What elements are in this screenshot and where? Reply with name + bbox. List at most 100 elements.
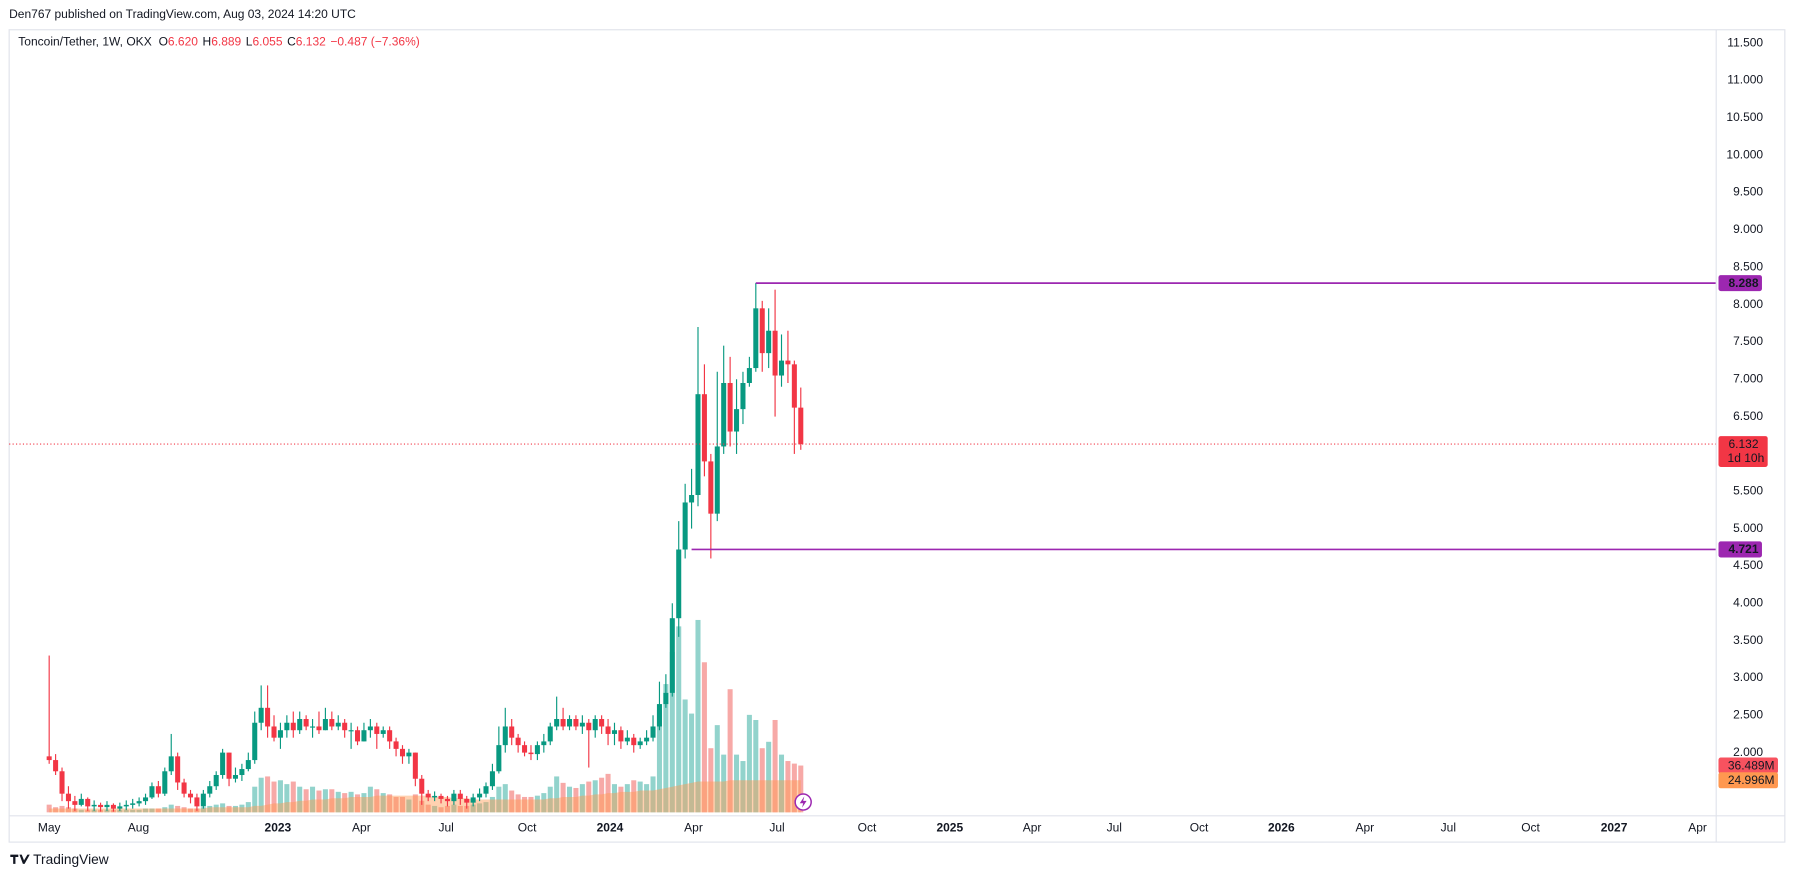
level-tag-label: 4.721 <box>1729 542 1759 556</box>
candle-body <box>110 804 116 809</box>
volume-bar <box>567 786 573 813</box>
volume-bar <box>130 809 136 813</box>
volume-bar <box>393 796 399 813</box>
candle-body <box>734 409 740 432</box>
volume-bar <box>708 748 714 813</box>
y-tick-label: 11.000 <box>1727 73 1763 87</box>
ohlc-value: 6.132 <box>296 35 326 49</box>
change: −0.487 (−7.36%) <box>330 35 419 49</box>
volume-bar <box>515 794 521 813</box>
volume-bar <box>746 714 752 813</box>
volume-bar <box>232 805 238 813</box>
y-tick-label: 2.000 <box>1733 745 1763 759</box>
candle-body <box>155 786 161 794</box>
volume-bar <box>265 776 271 813</box>
candle-body <box>644 737 650 742</box>
y-tick-label: 8.000 <box>1733 297 1763 311</box>
candle-body <box>663 692 669 705</box>
x-tick-label: 2024 <box>597 821 624 835</box>
volume-bar <box>406 799 412 813</box>
candle-body <box>316 726 322 731</box>
published-line: Den767 published on TradingView.com, Aug… <box>9 7 356 21</box>
volume-bar <box>611 784 618 813</box>
volume-bar <box>46 804 52 813</box>
y-tick-label: 9.500 <box>1733 185 1763 199</box>
volume-ma-tag-label: 24.996M <box>1728 773 1775 787</box>
candle-body <box>502 726 508 746</box>
volume-bar <box>380 793 386 813</box>
candle-body <box>329 719 335 727</box>
y-tick-label: 2.500 <box>1733 707 1763 721</box>
volume-bar <box>213 804 219 813</box>
ohlc-key: O <box>159 35 168 49</box>
volume-bar <box>399 796 406 813</box>
volume-bar <box>579 784 585 813</box>
x-tick-label: Oct <box>858 821 877 835</box>
candle-body <box>682 502 688 550</box>
volume-bar <box>689 713 695 813</box>
volume-bar <box>656 709 662 813</box>
volume-bar <box>123 809 129 813</box>
x-tick-label: 2027 <box>1601 821 1628 835</box>
volume-bar <box>502 784 508 813</box>
volume-bar <box>361 793 367 813</box>
candle-body <box>380 730 386 734</box>
volume-pane <box>46 619 804 813</box>
candle-body <box>98 804 104 808</box>
volume-bar <box>766 741 772 813</box>
volume-bar <box>714 725 720 813</box>
candle-body <box>59 771 65 794</box>
candle-body <box>695 394 701 495</box>
volume-bar <box>727 689 733 813</box>
axes: 2.000 2.500 3.000 3.500 4.000 4.500 5.000 5.500… <box>9 29 1785 843</box>
candle-body <box>618 730 624 742</box>
candle-body <box>348 730 354 732</box>
ohlc-key: H <box>203 35 212 49</box>
candle-body <box>451 793 457 802</box>
candle-body <box>175 756 181 783</box>
volume-bar <box>631 780 637 813</box>
volume-bar <box>239 804 245 813</box>
x-tick-label: Oct <box>518 821 537 835</box>
x-tick-label: Apr <box>1355 821 1374 835</box>
ohlc-key: L <box>246 35 253 49</box>
volume-bar <box>181 807 187 813</box>
candle-body <box>656 704 662 727</box>
y-tick-label: 6.500 <box>1733 409 1763 423</box>
volume-bar <box>483 802 489 813</box>
volume-bar <box>676 626 682 813</box>
candle-body <box>515 737 521 746</box>
x-tick-label: Apr <box>1688 821 1707 835</box>
candle-body <box>399 748 406 757</box>
volume-bar <box>644 784 650 813</box>
y-tick-label: 9.000 <box>1733 222 1763 236</box>
volume-bar <box>560 782 566 813</box>
candle-body <box>91 804 97 807</box>
volume-bar <box>322 789 328 813</box>
volume-bar <box>348 791 354 813</box>
volume-bar <box>573 787 579 813</box>
candle-body <box>310 726 316 728</box>
candle-body <box>457 793 463 799</box>
volume-bar <box>740 761 746 813</box>
candle-body <box>284 722 290 731</box>
candle-body <box>676 549 682 619</box>
last-price-tag <box>1718 436 1768 467</box>
y-tick-label: 4.500 <box>1733 558 1763 572</box>
candle-body <box>522 745 528 753</box>
volume-bar <box>187 808 194 813</box>
volume-bar <box>464 805 470 813</box>
volume-bar <box>624 784 630 813</box>
candle-body <box>181 782 187 794</box>
volume-bar <box>721 754 727 813</box>
candle-body <box>72 801 78 805</box>
alert-icon-bolt <box>799 796 807 808</box>
candle-body <box>194 797 200 807</box>
ohlc-value: 6.620 <box>168 35 198 49</box>
volume-bar <box>605 773 611 813</box>
volume-bar <box>168 804 174 813</box>
candle-body <box>766 330 772 354</box>
candle-body <box>586 722 592 731</box>
x-tick-label: Apr <box>684 821 703 835</box>
